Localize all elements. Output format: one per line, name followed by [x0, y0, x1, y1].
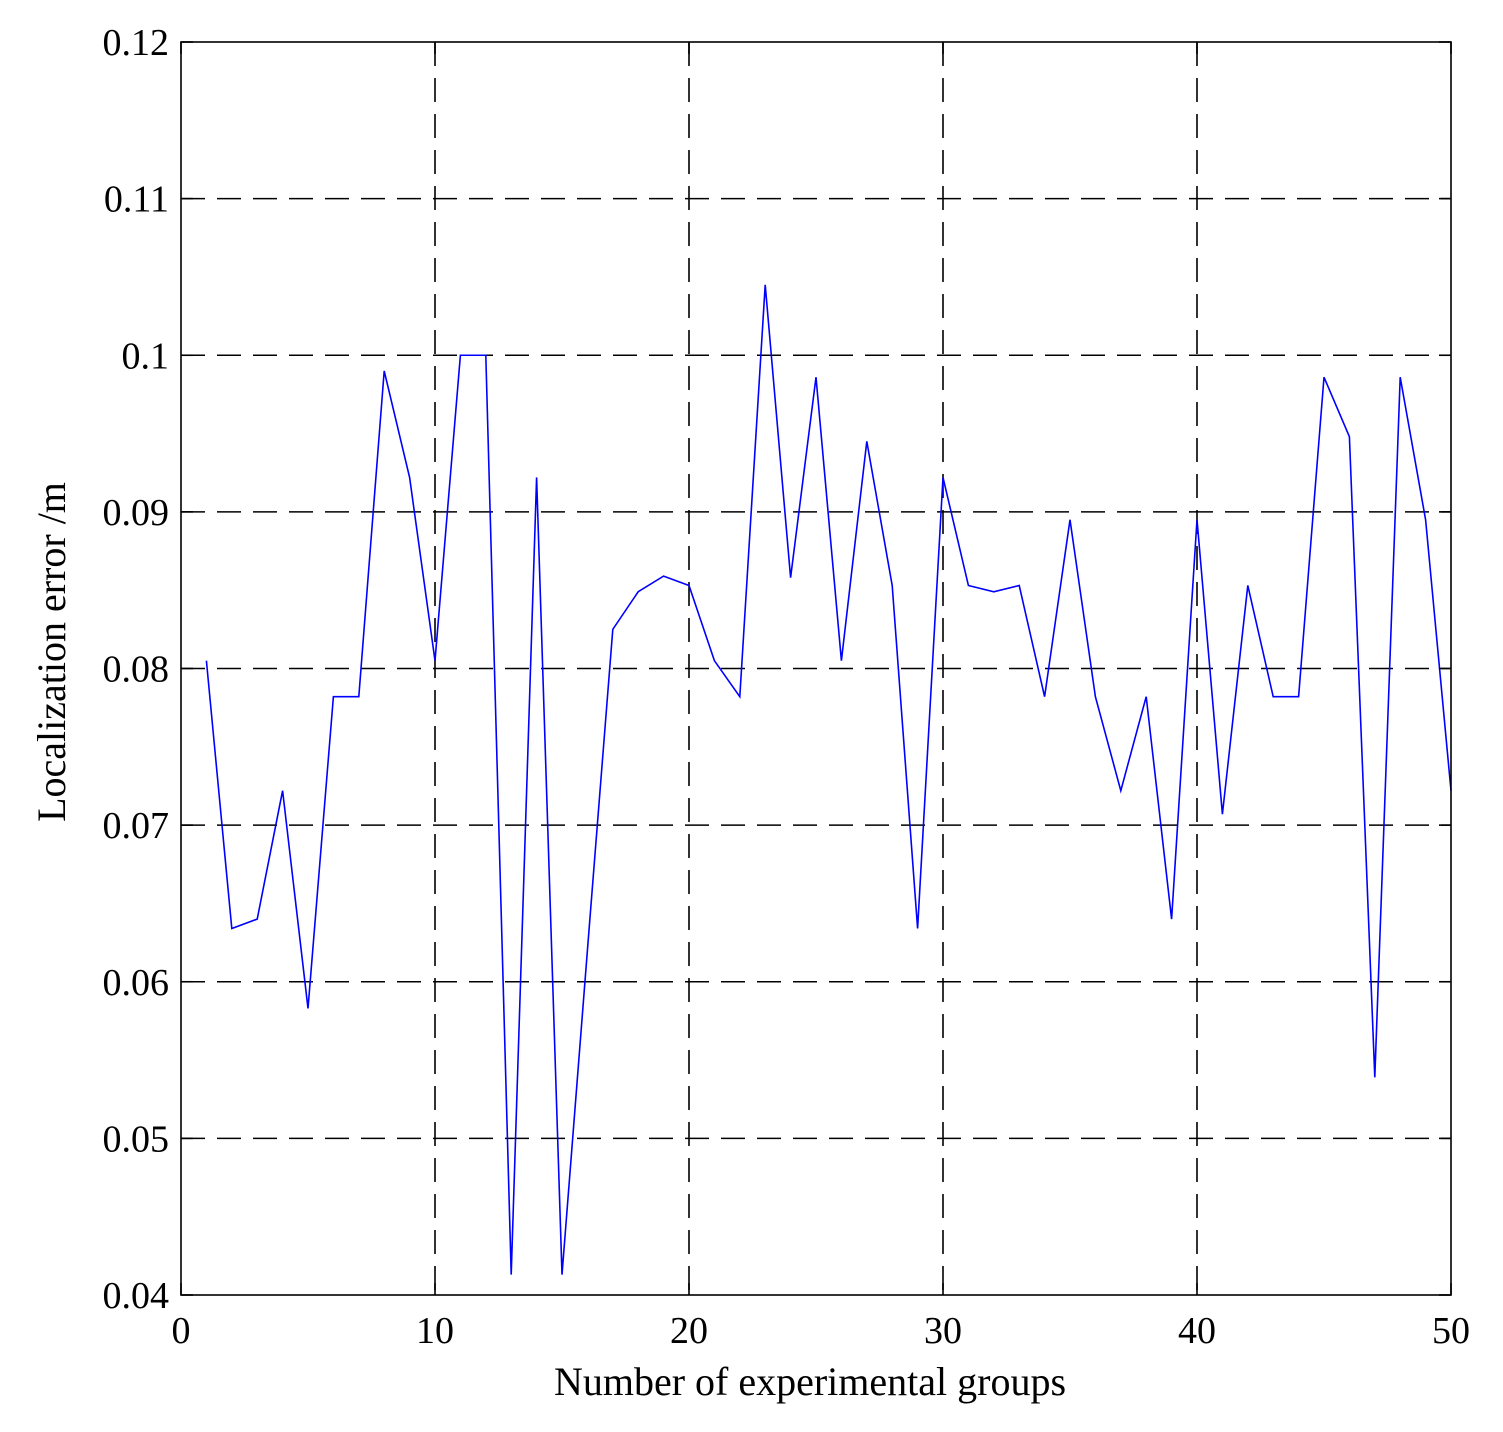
y-tick-label: 0.12: [103, 22, 170, 64]
series-layer: [205, 284, 1452, 1275]
y-axis-label: Localization error /m: [29, 482, 74, 822]
y-tick-label: 0.08: [103, 649, 170, 691]
series-line: [205, 284, 1452, 1275]
grid-lines: [181, 42, 1451, 1295]
tick-labels: 0 10 20 30 40 50 0.04 0.05 0.06 0.07 0.08 0.09 0.1 0.…: [103, 22, 1471, 1352]
y-tick-label: 0.04: [103, 1275, 170, 1317]
y-tick-label: 0.11: [104, 179, 169, 221]
x-tick-label: 0: [172, 1310, 191, 1352]
x-tick-label: 20: [670, 1310, 708, 1352]
y-tick-label: 0.05: [103, 1118, 170, 1160]
x-tick-label: 50: [1432, 1310, 1470, 1352]
x-tick-label: 40: [1178, 1310, 1216, 1352]
x-tick-label: 30: [924, 1310, 962, 1352]
y-tick-label: 0.09: [103, 492, 170, 534]
x-axis-label: Number of experimental groups: [554, 1359, 1066, 1404]
axes: [180, 41, 1452, 1296]
y-tick-label: 0.07: [103, 805, 170, 847]
y-tick-label: 0.1: [122, 335, 170, 377]
y-tick-label: 0.06: [103, 962, 170, 1004]
x-tick-label: 10: [416, 1310, 454, 1352]
